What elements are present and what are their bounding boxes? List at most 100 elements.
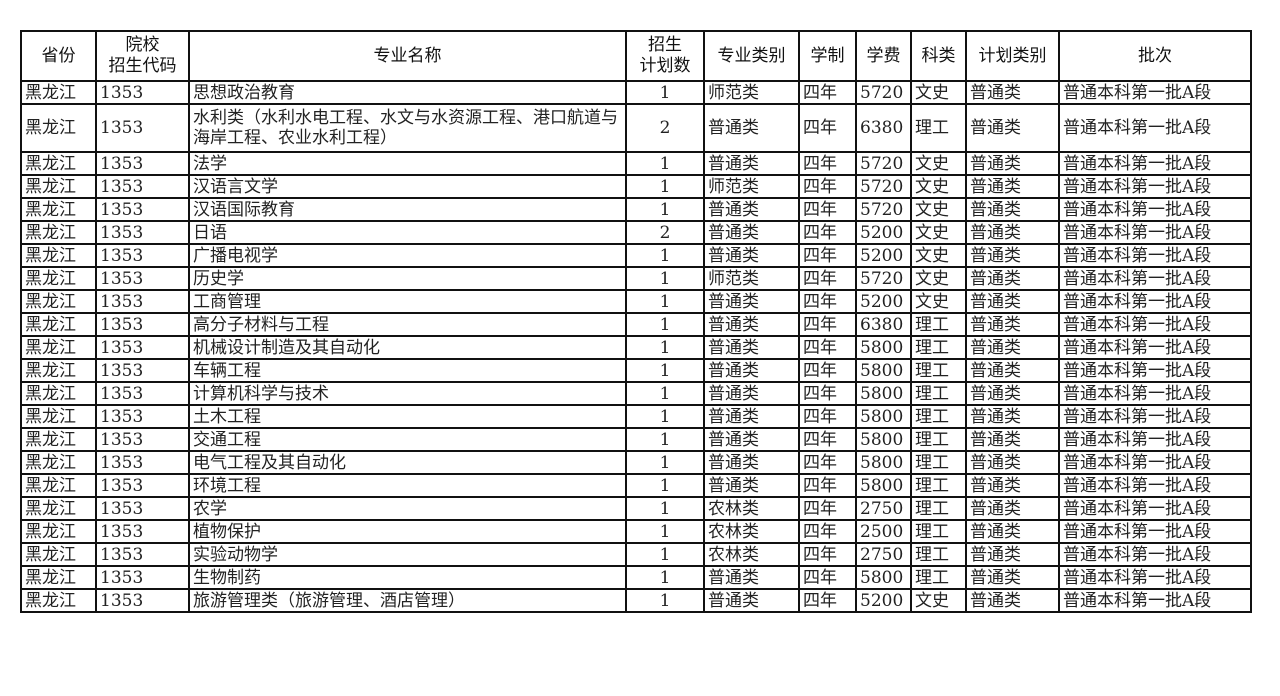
cell-plan-count: 1 <box>625 266 705 291</box>
cell-subject: 理工 <box>910 381 967 406</box>
cell-batch: 普通本科第一批A段 <box>1058 197 1252 222</box>
cell-batch: 普通本科第一批A段 <box>1058 496 1252 521</box>
cell-batch: 普通本科第一批A段 <box>1058 243 1252 268</box>
cell-plan-type: 普通类 <box>965 335 1060 360</box>
cell-subject: 文史 <box>910 151 967 176</box>
cell-plan-type: 普通类 <box>965 103 1060 153</box>
cell-major-name: 农学 <box>188 496 627 521</box>
cell-plan-count: 1 <box>625 335 705 360</box>
header-plan-type: 计划类别 <box>965 30 1060 82</box>
enrollment-plan-table: 省份 院校 招生代码 专业名称 招生 计划数 专业类别 学制 学费 科类 计划类… <box>20 30 1252 613</box>
cell-plan-count: 1 <box>625 588 705 613</box>
cell-province: 黑龙江 <box>20 358 97 383</box>
cell-province: 黑龙江 <box>20 404 97 429</box>
cell-plan-count: 1 <box>625 312 705 337</box>
cell-school-code: 1353 <box>95 151 190 176</box>
header-subject: 科类 <box>910 30 967 82</box>
cell-major-type: 普通类 <box>703 404 800 429</box>
cell-batch: 普通本科第一批A段 <box>1058 174 1252 199</box>
table-row: 黑龙江 1353 汉语言文学 1 师范类 四年 5720 文史 普通类 普通本科第一批A段 <box>20 174 1252 199</box>
cell-duration: 四年 <box>798 151 857 176</box>
cell-tuition: 5720 <box>855 151 912 176</box>
cell-duration: 四年 <box>798 496 857 521</box>
cell-major-name: 广播电视学 <box>188 243 627 268</box>
cell-major-type: 普通类 <box>703 289 800 314</box>
cell-school-code: 1353 <box>95 335 190 360</box>
cell-province: 黑龙江 <box>20 312 97 337</box>
table-row: 黑龙江 1353 高分子材料与工程 1 普通类 四年 6380 理工 普通类 普通本科第一批A段 <box>20 312 1252 337</box>
cell-major-name: 法学 <box>188 151 627 176</box>
cell-plan-count: 1 <box>625 404 705 429</box>
cell-plan-type: 普通类 <box>965 496 1060 521</box>
table-row: 黑龙江 1353 交通工程 1 普通类 四年 5800 理工 普通类 普通本科第一批A段 <box>20 427 1252 452</box>
cell-duration: 四年 <box>798 358 857 383</box>
cell-school-code: 1353 <box>95 519 190 544</box>
cell-school-code: 1353 <box>95 542 190 567</box>
cell-tuition: 5800 <box>855 565 912 590</box>
cell-plan-type: 普通类 <box>965 565 1060 590</box>
cell-major-name: 旅游管理类（旅游管理、酒店管理） <box>188 588 627 613</box>
cell-tuition: 5200 <box>855 220 912 245</box>
cell-batch: 普通本科第一批A段 <box>1058 358 1252 383</box>
cell-tuition: 5800 <box>855 450 912 475</box>
cell-major-type: 普通类 <box>703 358 800 383</box>
cell-subject: 理工 <box>910 335 967 360</box>
cell-major-type: 农林类 <box>703 519 800 544</box>
cell-province: 黑龙江 <box>20 289 97 314</box>
cell-plan-type: 普通类 <box>965 588 1060 613</box>
cell-province: 黑龙江 <box>20 427 97 452</box>
cell-major-type: 师范类 <box>703 80 800 105</box>
cell-plan-count: 1 <box>625 358 705 383</box>
table-body: 黑龙江 1353 思想政治教育 1 师范类 四年 5720 文史 普通类 普通本科第一批A段 黑龙江… <box>20 80 1252 613</box>
cell-subject: 理工 <box>910 565 967 590</box>
cell-plan-type: 普通类 <box>965 243 1060 268</box>
cell-tuition: 2750 <box>855 496 912 521</box>
cell-major-type: 普通类 <box>703 197 800 222</box>
table-row: 黑龙江 1353 法学 1 普通类 四年 5720 文史 普通类 普通本科第一批A段 <box>20 151 1252 176</box>
cell-batch: 普通本科第一批A段 <box>1058 381 1252 406</box>
cell-school-code: 1353 <box>95 103 190 153</box>
cell-duration: 四年 <box>798 312 857 337</box>
cell-duration: 四年 <box>798 335 857 360</box>
cell-province: 黑龙江 <box>20 496 97 521</box>
cell-plan-type: 普通类 <box>965 381 1060 406</box>
cell-major-type: 师范类 <box>703 174 800 199</box>
cell-duration: 四年 <box>798 289 857 314</box>
cell-province: 黑龙江 <box>20 80 97 105</box>
cell-duration: 四年 <box>798 266 857 291</box>
cell-major-name: 历史学 <box>188 266 627 291</box>
cell-major-type: 普通类 <box>703 103 800 153</box>
cell-province: 黑龙江 <box>20 473 97 498</box>
cell-major-type: 普通类 <box>703 335 800 360</box>
cell-batch: 普通本科第一批A段 <box>1058 312 1252 337</box>
table-row: 黑龙江 1353 水利类（水利水电工程、水文与水资源工程、港口航道与海岸工程、农业水… <box>20 103 1252 153</box>
cell-major-name: 车辆工程 <box>188 358 627 383</box>
cell-province: 黑龙江 <box>20 197 97 222</box>
table-row: 黑龙江 1353 农学 1 农林类 四年 2750 理工 普通类 普通本科第一批A段 <box>20 496 1252 521</box>
cell-major-name: 思想政治教育 <box>188 80 627 105</box>
cell-batch: 普通本科第一批A段 <box>1058 404 1252 429</box>
cell-duration: 四年 <box>798 519 857 544</box>
header-row: 省份 院校 招生代码 专业名称 招生 计划数 专业类别 学制 学费 科类 计划类… <box>20 30 1252 82</box>
cell-duration: 四年 <box>798 450 857 475</box>
cell-plan-type: 普通类 <box>965 519 1060 544</box>
cell-tuition: 5800 <box>855 335 912 360</box>
header-plan-count: 招生 计划数 <box>625 30 705 82</box>
cell-plan-type: 普通类 <box>965 358 1060 383</box>
cell-major-name: 汉语言文学 <box>188 174 627 199</box>
cell-major-name: 电气工程及其自动化 <box>188 450 627 475</box>
cell-tuition: 5800 <box>855 404 912 429</box>
cell-duration: 四年 <box>798 588 857 613</box>
cell-major-type: 师范类 <box>703 266 800 291</box>
cell-province: 黑龙江 <box>20 335 97 360</box>
cell-school-code: 1353 <box>95 496 190 521</box>
cell-province: 黑龙江 <box>20 103 97 153</box>
cell-duration: 四年 <box>798 473 857 498</box>
header-batch: 批次 <box>1058 30 1252 82</box>
cell-plan-type: 普通类 <box>965 289 1060 314</box>
cell-plan-count: 1 <box>625 496 705 521</box>
cell-school-code: 1353 <box>95 404 190 429</box>
table-row: 黑龙江 1353 实验动物学 1 农林类 四年 2750 理工 普通类 普通本科第一批A段 <box>20 542 1252 567</box>
cell-major-type: 普通类 <box>703 588 800 613</box>
cell-plan-count: 1 <box>625 289 705 314</box>
